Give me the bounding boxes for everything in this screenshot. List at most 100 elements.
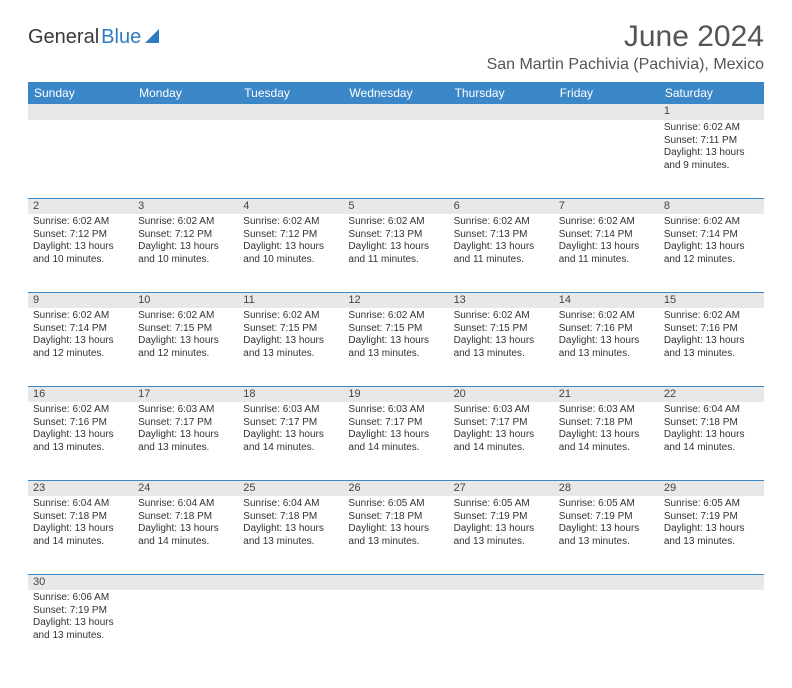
day-detail-line: and 14 minutes. [454,442,549,455]
day-detail-line: and 13 minutes. [243,348,338,361]
day-cell: Sunrise: 6:04 AMSunset: 7:18 PMDaylight:… [659,402,764,480]
day-cell: Sunrise: 6:02 AMSunset: 7:12 PMDaylight:… [238,214,343,292]
day-detail-line: Daylight: 13 hours [348,241,443,254]
day-detail-line: Sunrise: 6:02 AM [243,310,338,323]
weekday-header: Wednesday [343,82,448,104]
day-cell-content: Sunrise: 6:06 AMSunset: 7:19 PMDaylight:… [28,590,133,646]
day-detail-line: Sunset: 7:12 PM [243,229,338,242]
day-detail-line: Sunrise: 6:02 AM [33,404,128,417]
day-cell-content: Sunrise: 6:02 AMSunset: 7:16 PMDaylight:… [554,308,659,364]
day-detail-line: Sunrise: 6:04 AM [33,498,128,511]
day-number-cell: 5 [343,198,448,214]
day-cell [659,590,764,668]
day-detail-line: Sunset: 7:16 PM [559,323,654,336]
day-detail-line: Daylight: 13 hours [664,523,759,536]
day-number-row: 16171819202122 [28,386,764,402]
day-detail-line: Daylight: 13 hours [33,617,128,630]
day-detail-line: Sunset: 7:18 PM [559,417,654,430]
day-detail-line: Daylight: 13 hours [33,241,128,254]
day-cell: Sunrise: 6:02 AMSunset: 7:15 PMDaylight:… [133,308,238,386]
day-detail-line: Sunset: 7:14 PM [559,229,654,242]
day-detail-line: Daylight: 13 hours [348,523,443,536]
day-detail-line: Sunset: 7:15 PM [138,323,233,336]
day-cell-content [449,590,554,596]
day-cell: Sunrise: 6:02 AMSunset: 7:12 PMDaylight:… [28,214,133,292]
day-cell: Sunrise: 6:03 AMSunset: 7:17 PMDaylight:… [238,402,343,480]
day-detail-line: Sunrise: 6:03 AM [559,404,654,417]
day-number-cell [238,104,343,120]
day-detail-line: Daylight: 13 hours [664,241,759,254]
day-cell: Sunrise: 6:05 AMSunset: 7:19 PMDaylight:… [554,496,659,574]
day-cell-content: Sunrise: 6:02 AMSunset: 7:15 PMDaylight:… [449,308,554,364]
day-detail-line: and 13 minutes. [559,348,654,361]
day-detail-line: Sunrise: 6:05 AM [454,498,549,511]
day-cell: Sunrise: 6:02 AMSunset: 7:16 PMDaylight:… [554,308,659,386]
day-detail-line: Sunrise: 6:02 AM [559,216,654,229]
day-number-cell: 26 [343,480,448,496]
day-detail-line: Daylight: 13 hours [348,335,443,348]
day-number-cell: 17 [133,386,238,402]
day-detail-line: Daylight: 13 hours [664,147,759,160]
day-detail-line: and 14 minutes. [138,536,233,549]
day-cell-content: Sunrise: 6:04 AMSunset: 7:18 PMDaylight:… [659,402,764,458]
day-detail-line: Daylight: 13 hours [454,429,549,442]
day-detail-line: Sunset: 7:19 PM [33,605,128,618]
day-cell-content: Sunrise: 6:02 AMSunset: 7:15 PMDaylight:… [238,308,343,364]
day-number-row: 23242526272829 [28,480,764,496]
day-detail-line: and 13 minutes. [454,348,549,361]
day-cell-content: Sunrise: 6:05 AMSunset: 7:19 PMDaylight:… [554,496,659,552]
weekday-header: Monday [133,82,238,104]
day-detail-line: Sunrise: 6:02 AM [664,216,759,229]
week-content-row: Sunrise: 6:02 AMSunset: 7:11 PMDaylight:… [28,120,764,198]
day-detail-line: Sunrise: 6:05 AM [559,498,654,511]
day-detail-line: Sunset: 7:19 PM [664,511,759,524]
day-detail-line: Sunrise: 6:03 AM [138,404,233,417]
title-block: June 2024 San Martin Pachivia (Pachivia)… [487,20,764,74]
day-detail-line: Sunrise: 6:03 AM [348,404,443,417]
day-detail-line: Sunset: 7:15 PM [243,323,338,336]
day-detail-line: and 14 minutes. [348,442,443,455]
day-detail-line: Sunset: 7:18 PM [243,511,338,524]
day-number-row: 1 [28,104,764,120]
day-cell-content [28,120,133,126]
day-cell-content [449,120,554,126]
day-cell-content: Sunrise: 6:02 AMSunset: 7:12 PMDaylight:… [133,214,238,270]
day-detail-line: and 11 minutes. [454,254,549,267]
day-number-cell [659,574,764,590]
day-cell: Sunrise: 6:02 AMSunset: 7:14 PMDaylight:… [659,214,764,292]
calendar-body: 1Sunrise: 6:02 AMSunset: 7:11 PMDaylight… [28,104,764,668]
day-detail-line: and 13 minutes. [664,536,759,549]
day-detail-line: and 14 minutes. [33,536,128,549]
day-cell [554,120,659,198]
day-cell-content: Sunrise: 6:02 AMSunset: 7:12 PMDaylight:… [28,214,133,270]
day-detail-line: Sunset: 7:17 PM [454,417,549,430]
day-detail-line: Sunrise: 6:02 AM [33,310,128,323]
day-detail-line: and 14 minutes. [559,442,654,455]
day-detail-line: Sunset: 7:17 PM [243,417,338,430]
day-detail-line: Sunrise: 6:02 AM [454,310,549,323]
day-cell [133,590,238,668]
day-number-cell: 25 [238,480,343,496]
day-number-cell: 13 [449,292,554,308]
day-cell: Sunrise: 6:02 AMSunset: 7:14 PMDaylight:… [554,214,659,292]
day-number-cell [449,104,554,120]
day-cell-content: Sunrise: 6:02 AMSunset: 7:15 PMDaylight:… [133,308,238,364]
day-detail-line: and 11 minutes. [348,254,443,267]
day-cell: Sunrise: 6:03 AMSunset: 7:17 PMDaylight:… [133,402,238,480]
day-detail-line: Daylight: 13 hours [33,335,128,348]
day-number-cell [554,574,659,590]
day-detail-line: Sunrise: 6:04 AM [664,404,759,417]
day-detail-line: and 13 minutes. [33,442,128,455]
day-cell: Sunrise: 6:04 AMSunset: 7:18 PMDaylight:… [133,496,238,574]
day-number-cell [28,104,133,120]
day-detail-line: Sunrise: 6:03 AM [243,404,338,417]
day-detail-line: Sunset: 7:18 PM [348,511,443,524]
day-detail-line: and 13 minutes. [138,442,233,455]
day-cell-content: Sunrise: 6:03 AMSunset: 7:17 PMDaylight:… [133,402,238,458]
day-detail-line: and 10 minutes. [243,254,338,267]
day-cell: Sunrise: 6:02 AMSunset: 7:13 PMDaylight:… [343,214,448,292]
weekday-header-row: Sunday Monday Tuesday Wednesday Thursday… [28,82,764,104]
day-detail-line: Daylight: 13 hours [243,429,338,442]
day-cell: Sunrise: 6:02 AMSunset: 7:16 PMDaylight:… [659,308,764,386]
day-detail-line: Daylight: 13 hours [559,335,654,348]
